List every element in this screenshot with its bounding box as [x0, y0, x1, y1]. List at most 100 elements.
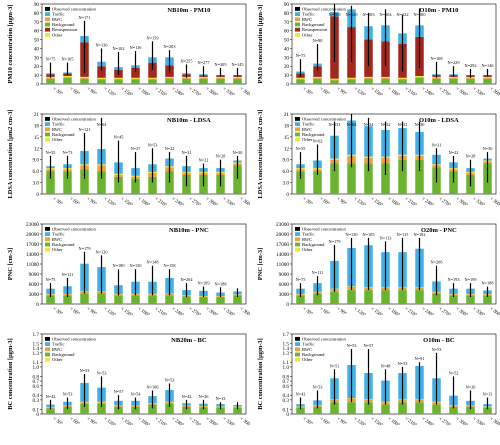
y-axis-label: PM10 concentration [µgm-3]	[257, 5, 264, 84]
n-label: N=255	[181, 58, 193, 63]
y-tick-label: 20	[34, 64, 40, 70]
n-label: N=75	[296, 277, 306, 282]
legend-swatch-observed-concentration	[45, 337, 50, 341]
x-tick-label: < 30°	[51, 417, 63, 427]
n-label: N=80	[313, 38, 323, 43]
x-tick-label: < 210°	[403, 307, 417, 319]
legend-swatch-other	[295, 358, 300, 362]
bar-segment-background	[364, 290, 373, 304]
n-label: N=158	[164, 263, 176, 268]
n-label: N=188	[215, 281, 227, 286]
legend-swatch-background	[295, 23, 300, 27]
n-label: N=57	[114, 389, 125, 394]
n-label: N=206	[431, 260, 444, 265]
bar-segment-rwc	[165, 78, 174, 79]
bar-group-1: N=75	[296, 277, 306, 304]
n-label: N=55	[296, 146, 306, 151]
n-label: N=169	[329, 12, 341, 17]
n-label: N=57	[364, 343, 375, 348]
y-tick-label: 9000	[279, 272, 290, 278]
y-tick-label: 90	[284, 2, 290, 8]
n-label: N=27	[131, 146, 142, 151]
legend-label-other: Other	[302, 137, 313, 142]
n-label: N=64	[97, 122, 108, 127]
x-tick-label: < 210°	[403, 197, 417, 209]
chart-o20m-pnc: 03000600090001100014000170002000023000PN…	[250, 220, 500, 330]
n-label: N=292	[465, 63, 477, 68]
bar-segment-background	[432, 79, 441, 84]
x-tick-label: < 210°	[403, 417, 417, 429]
bar-segment-rwc	[364, 78, 373, 79]
bar-segment-rwc	[432, 78, 441, 79]
y-tick-label: 0	[36, 82, 39, 88]
bar-segment-other	[483, 77, 492, 78]
n-label: N=42	[46, 394, 56, 399]
x-tick-label: < 60°	[318, 417, 330, 427]
bar-group-6: N=32	[381, 122, 391, 194]
n-label: N=199	[198, 281, 210, 286]
n-label: N=32	[381, 122, 391, 127]
legend-swatch-observed-concentration	[295, 227, 300, 231]
y-tick-label: 0.4	[33, 393, 40, 399]
x-tick-label: < 120°	[352, 87, 366, 99]
n-label: N=136	[96, 42, 109, 47]
x-tick-label: < 240°	[170, 307, 184, 319]
legend-swatch-observed-concentration	[45, 117, 50, 121]
bar-group-2: N=111	[62, 272, 74, 304]
x-tick-label: < 120°	[352, 417, 366, 429]
bar-segment-rwc	[483, 78, 492, 79]
n-label: N=116	[130, 45, 143, 50]
legend-swatch-traffic	[45, 122, 50, 126]
n-label: N=203	[164, 44, 176, 49]
n-label: N=179	[79, 246, 91, 251]
n-label: N=64	[347, 122, 358, 127]
bar-segment-rwc	[80, 78, 89, 79]
y-axis-label: PNC [cm-3]	[257, 248, 264, 280]
plot-area	[42, 334, 246, 414]
x-tick-label: < 210°	[153, 197, 167, 209]
y-tick-label: 23000	[276, 222, 289, 228]
y-axis-label: BC concentration [µgm-3]	[7, 338, 14, 409]
y-tick-label: 6.0	[283, 169, 290, 175]
x-tick-label: < 210°	[153, 87, 167, 99]
x-tick-label: < 210°	[153, 307, 167, 319]
legend-swatch-rwc	[295, 237, 300, 241]
x-tick-label: < 240°	[170, 197, 184, 209]
legend-label-other: Other	[52, 357, 63, 362]
bar-group-6: N=54	[131, 392, 142, 414]
n-label: N=182	[414, 232, 426, 237]
n-label: N=30	[415, 122, 425, 127]
bar-segment-background	[381, 290, 390, 304]
bar-segment-background	[330, 292, 339, 304]
y-tick-label: 20	[284, 64, 290, 70]
x-tick-label: < 180°	[136, 417, 150, 429]
n-label: N=103	[363, 12, 375, 17]
y-tick-label: 17000	[276, 242, 289, 248]
bar-segment-background	[364, 79, 373, 84]
bar-segment-other	[80, 77, 89, 78]
y-tick-label: 40	[284, 46, 290, 52]
n-label: N=120	[96, 249, 108, 254]
n-label: N=30	[233, 150, 243, 155]
n-label: N=34	[364, 122, 375, 127]
bar-segment-background	[233, 79, 242, 84]
legend-swatch-background	[45, 353, 50, 357]
n-label: N=131	[329, 122, 341, 127]
x-tick-label: < 300°	[454, 197, 468, 209]
bar-segment-background	[347, 164, 356, 194]
n-label: N=22	[449, 150, 459, 155]
bar-segment-background	[347, 402, 356, 414]
x-tick-label: < 150°	[369, 307, 383, 319]
x-tick-label: < 120°	[102, 307, 116, 319]
x-tick-label: < 300°	[204, 197, 218, 209]
n-label: N=48	[381, 363, 391, 368]
n-label: N=111	[62, 272, 74, 277]
n-label: N=26	[466, 384, 477, 389]
y-tick-label: 6000	[29, 282, 40, 288]
x-tick-label: < 150°	[119, 87, 133, 99]
y-tick-label: 1.7	[33, 332, 40, 338]
